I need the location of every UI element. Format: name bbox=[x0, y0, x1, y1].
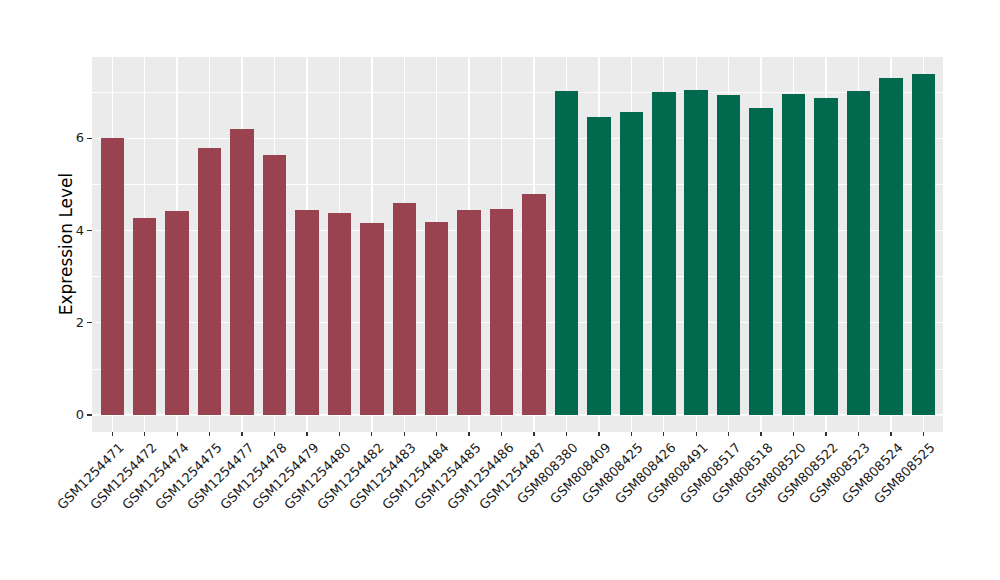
y-tick-label: 4 bbox=[0, 223, 84, 239]
y-tick-label: 6 bbox=[0, 130, 84, 146]
x-tick-mark bbox=[468, 432, 469, 436]
x-tick-mark bbox=[209, 432, 210, 436]
bar-GSM1254472 bbox=[133, 218, 157, 415]
x-tick-mark bbox=[793, 432, 794, 436]
bar-GSM1254474 bbox=[165, 211, 189, 415]
bar-GSM808380 bbox=[555, 91, 579, 415]
bar-GSM1254482 bbox=[360, 223, 384, 415]
x-tick-mark bbox=[339, 432, 340, 436]
y-tick-label: 2 bbox=[0, 315, 84, 331]
x-tick-mark bbox=[306, 432, 307, 436]
bar-GSM808517 bbox=[717, 95, 741, 415]
bar-GSM1254486 bbox=[490, 209, 514, 415]
x-tick-mark bbox=[436, 432, 437, 436]
bar-GSM808522 bbox=[814, 98, 838, 415]
x-tick-mark bbox=[825, 432, 826, 436]
bar-GSM808525 bbox=[912, 74, 936, 415]
y-axis-title: Expression Level bbox=[56, 173, 76, 316]
expression-bar-chart-figure: Expression Level 0246GSM1254471GSM125447… bbox=[0, 0, 1000, 580]
x-tick-mark bbox=[144, 432, 145, 436]
x-tick-mark bbox=[631, 432, 632, 436]
bar-GSM1254480 bbox=[328, 213, 352, 415]
bar-GSM808409 bbox=[587, 117, 611, 415]
bar-GSM808524 bbox=[879, 78, 903, 415]
x-tick-mark bbox=[566, 432, 567, 436]
x-tick-mark bbox=[858, 432, 859, 436]
x-tick-mark bbox=[501, 432, 502, 436]
y-tick-label: 0 bbox=[0, 407, 84, 423]
plot-panel bbox=[92, 57, 943, 432]
y-tick-mark bbox=[87, 414, 92, 415]
bar-GSM808426 bbox=[652, 92, 676, 415]
x-tick-mark bbox=[728, 432, 729, 436]
h-gridline-minor bbox=[92, 92, 943, 93]
x-tick-mark bbox=[890, 432, 891, 436]
x-tick-mark bbox=[112, 432, 113, 436]
x-tick-mark bbox=[404, 432, 405, 436]
bar-GSM808520 bbox=[782, 94, 806, 415]
bar-GSM1254483 bbox=[393, 203, 417, 415]
bar-GSM808425 bbox=[620, 112, 644, 415]
y-tick-mark bbox=[87, 138, 92, 139]
y-tick-mark bbox=[87, 322, 92, 323]
x-tick-mark bbox=[696, 432, 697, 436]
x-tick-mark bbox=[533, 432, 534, 436]
bar-GSM1254475 bbox=[198, 148, 222, 415]
bar-GSM808523 bbox=[847, 91, 871, 415]
x-tick-mark bbox=[274, 432, 275, 436]
x-tick-mark bbox=[177, 432, 178, 436]
bar-GSM1254478 bbox=[263, 155, 287, 415]
bar-GSM1254487 bbox=[522, 194, 546, 415]
bar-GSM808491 bbox=[684, 90, 708, 415]
bar-GSM1254484 bbox=[425, 222, 449, 415]
x-tick-mark bbox=[241, 432, 242, 436]
x-tick-mark bbox=[760, 432, 761, 436]
y-tick-mark bbox=[87, 230, 92, 231]
bar-GSM1254485 bbox=[457, 210, 481, 415]
x-tick-mark bbox=[371, 432, 372, 436]
x-tick-mark bbox=[923, 432, 924, 436]
bar-GSM1254471 bbox=[101, 138, 125, 415]
bar-GSM808518 bbox=[749, 108, 773, 415]
x-tick-mark bbox=[663, 432, 664, 436]
x-tick-mark bbox=[598, 432, 599, 436]
bar-GSM1254479 bbox=[295, 210, 319, 415]
bar-GSM1254477 bbox=[230, 129, 254, 415]
